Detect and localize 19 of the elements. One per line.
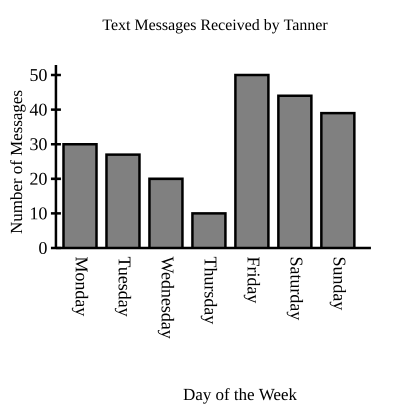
x-tick-label: Sunday xyxy=(330,258,346,310)
x-tick-label: Tuesday xyxy=(114,256,132,317)
chart-title: Text Messages Received by Tanner xyxy=(102,18,328,34)
y-tick-label: 50 xyxy=(30,68,47,82)
y-axis-title: Number of Messages xyxy=(10,90,26,234)
y-tick-label: 30 xyxy=(30,138,47,150)
x-tick-label: Wednesday xyxy=(158,256,174,339)
x-tick-label: Thursday xyxy=(200,256,218,324)
bar xyxy=(106,154,140,248)
x-tick-label: Friday xyxy=(244,257,260,304)
x-tick-label: Saturday xyxy=(286,258,304,320)
y-tick-label: 0 xyxy=(39,242,47,254)
x-axis-title: Day of the Week xyxy=(184,388,297,404)
bar xyxy=(235,75,268,248)
y-tick-label: 40 xyxy=(30,104,47,116)
y-tick-label: 20 xyxy=(30,172,47,185)
bar xyxy=(278,96,312,248)
x-tick-label: Monday xyxy=(72,257,88,316)
y-tick-label: 10 xyxy=(31,207,47,220)
